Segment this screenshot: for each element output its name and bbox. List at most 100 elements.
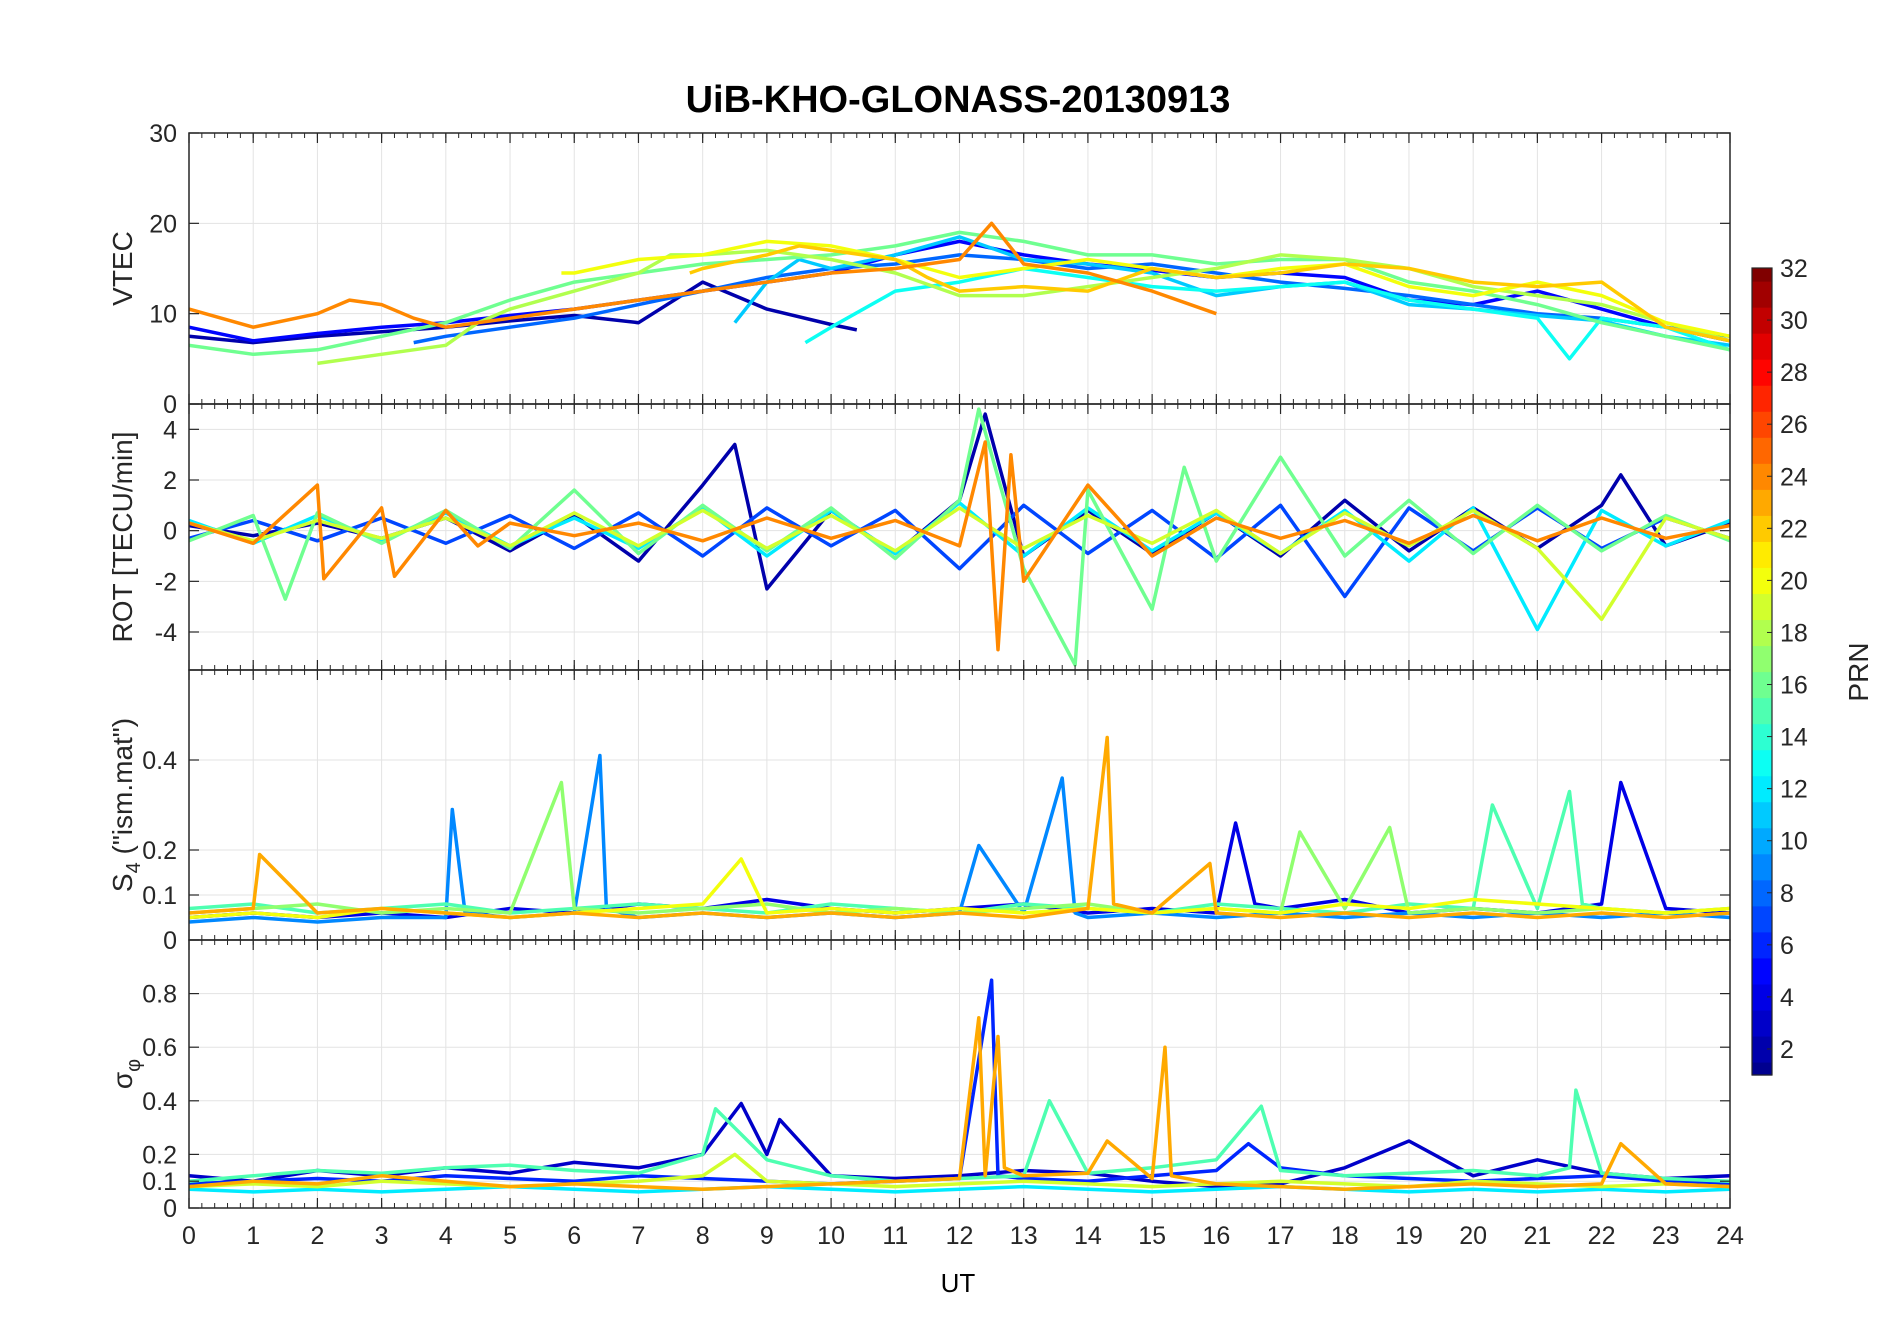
colorbar-segment — [1752, 801, 1772, 829]
colorbar-segment — [1752, 983, 1772, 1011]
y-tick-label: 20 — [149, 210, 177, 238]
colorbar-tick-label: 24 — [1780, 463, 1808, 491]
chart-title: UiB-KHO-GLONASS-20130913 — [686, 79, 1231, 121]
colorbar-tick-label: 20 — [1780, 567, 1808, 595]
x-tick-label: 16 — [1202, 1222, 1230, 1250]
y-tick-label: 0 — [163, 391, 177, 419]
y-tick-label: 0.4 — [142, 1088, 177, 1116]
colorbar-segment — [1752, 281, 1772, 308]
y-tick-label: 4 — [163, 416, 177, 444]
x-tick-label: 21 — [1523, 1222, 1551, 1250]
colorbar-segment — [1752, 645, 1772, 673]
colorbar-segment — [1752, 697, 1772, 725]
y-tick-label: 0 — [163, 518, 177, 546]
series-group — [189, 735, 1730, 924]
colorbar-segment — [1752, 437, 1772, 464]
x-tick-label: 2 — [310, 1222, 324, 1250]
colorbar-segment — [1752, 593, 1772, 621]
x-axis-label: UT — [941, 1268, 976, 1298]
colorbar-segment — [1752, 723, 1772, 751]
colorbar-tick-label: 32 — [1780, 255, 1808, 283]
y-tick-label: 30 — [149, 120, 177, 148]
x-tick-label: 10 — [817, 1222, 845, 1250]
x-tick-label: 6 — [567, 1222, 581, 1250]
x-tick-label: 5 — [503, 1222, 517, 1250]
x-tick-label: 3 — [375, 1222, 389, 1250]
colorbar-segment — [1752, 359, 1772, 386]
colorbar-segment — [1752, 307, 1772, 334]
y-tick-label: 0.2 — [142, 1141, 177, 1169]
colorbar-segment — [1752, 827, 1772, 855]
series-group — [189, 978, 1730, 1194]
colorbar-segment — [1752, 749, 1772, 777]
x-tick-label: 1 — [246, 1222, 260, 1250]
x-tick-label: 13 — [1010, 1222, 1038, 1250]
series-line-prn-19 — [189, 1152, 1730, 1189]
series-line-prn-22 — [689, 244, 1730, 343]
y-axis-label: S4 ("ism.mat") — [107, 718, 145, 892]
colorbar-tick-label: 26 — [1780, 411, 1808, 439]
colorbar-tick-label: 6 — [1780, 932, 1794, 960]
series-line-prn-23 — [189, 1015, 1730, 1191]
x-tick-label: 19 — [1395, 1222, 1423, 1250]
colorbar-tick-label: 28 — [1780, 359, 1808, 387]
y-tick-label: 0.1 — [142, 1168, 177, 1196]
series-line-prn-2 — [189, 280, 858, 345]
colorbar-tick-label: 18 — [1780, 619, 1808, 647]
x-tick-label: 0 — [182, 1222, 196, 1250]
x-tick-label: 22 — [1588, 1222, 1616, 1250]
series-line-prn-19 — [189, 506, 1730, 622]
colorbar-segment — [1752, 775, 1772, 803]
series-line-prn-15 — [189, 1088, 1730, 1183]
x-tick-label: 11 — [882, 1222, 908, 1250]
x-tick-label: 20 — [1459, 1222, 1487, 1250]
series-group — [189, 407, 1730, 667]
colorbar-segment — [1752, 333, 1772, 360]
y-tick-label: 0.6 — [142, 1034, 177, 1062]
colorbar-tick-label: 14 — [1780, 724, 1808, 752]
colorbar-segment — [1752, 853, 1772, 881]
colorbar-segment — [1752, 671, 1772, 699]
y-tick-label: 0.2 — [142, 837, 177, 865]
colorbar-segment — [1752, 268, 1772, 282]
panel-sigma_phi: 00.10.2 0.4 0.6 0.8 σφ — [107, 939, 1731, 1223]
x-tick-label: 17 — [1267, 1222, 1295, 1250]
colorbar-segment — [1752, 567, 1772, 595]
colorbar-segment — [1752, 1035, 1772, 1063]
colorbar-label: PRN — [1843, 642, 1874, 701]
y-axis-label: ROT [TECU/min] — [107, 431, 138, 642]
y-axis-label: σφ — [107, 1059, 145, 1089]
colorbar-segment — [1752, 879, 1772, 907]
panel-rot: -4 -2 0 2 4 ROT [TECU/min] — [107, 403, 1731, 671]
colorbar-segment — [1752, 411, 1772, 438]
series-line-prn-12 — [189, 1184, 1730, 1194]
colorbar-tick-label: 12 — [1780, 776, 1808, 804]
series-line-prn-16 — [189, 407, 1730, 667]
x-tick-label: 15 — [1138, 1222, 1166, 1250]
series-line-prn-3 — [189, 1101, 1730, 1189]
x-tick-label: 8 — [696, 1222, 710, 1250]
y-tick-label: 0.4 — [142, 747, 177, 775]
series-line-prn-24 — [189, 221, 1217, 329]
x-tick-label: 14 — [1074, 1222, 1102, 1250]
series-line-prn-16 — [189, 230, 1730, 357]
colorbar-segment — [1752, 515, 1772, 542]
series-line-prn-11 — [733, 235, 1730, 348]
colorbar-segment — [1752, 541, 1772, 568]
x-tick-label: 7 — [632, 1222, 646, 1250]
panel-vtec: 0 10 20 30 VTEC — [107, 120, 1731, 419]
series-line-prn-24 — [189, 440, 1730, 652]
colorbar-segment — [1752, 489, 1772, 516]
y-axis-label: VTEC — [107, 231, 138, 306]
colorbar-segment — [1752, 957, 1772, 985]
y-tick-label: -2 — [155, 568, 177, 596]
x-tick-label: 24 — [1716, 1222, 1744, 1250]
x-tick-label: 4 — [439, 1222, 453, 1250]
panel-s4: 0 0.1 0.2 0.4S4 ("ism.mat") — [107, 669, 1731, 955]
x-tick-label: 18 — [1331, 1222, 1359, 1250]
colorbar-tick-label: 22 — [1780, 515, 1808, 543]
colorbar-segment — [1752, 463, 1772, 490]
colorbar-tick-label: 2 — [1780, 1036, 1794, 1064]
